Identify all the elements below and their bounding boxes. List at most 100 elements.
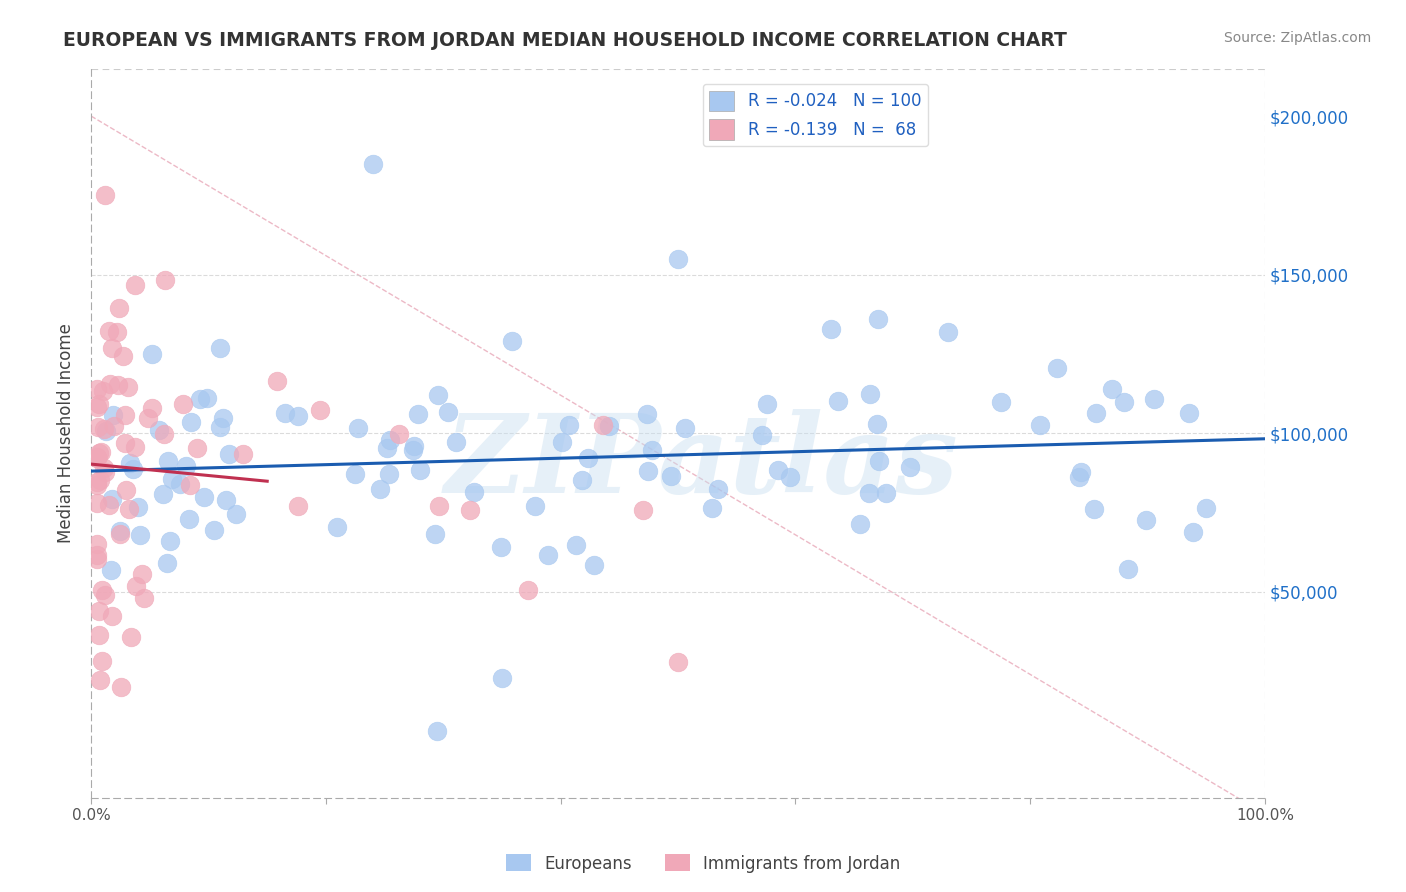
Point — [114, 408, 136, 422]
Point — [89, 397, 111, 411]
Point — [103, 418, 125, 433]
Point — [218, 446, 240, 460]
Point — [582, 558, 605, 573]
Point — [91, 384, 114, 398]
Point — [751, 427, 773, 442]
Point — [388, 426, 411, 441]
Point — [209, 420, 232, 434]
Point — [212, 411, 235, 425]
Point — [868, 454, 890, 468]
Point — [565, 538, 588, 552]
Point — [598, 418, 620, 433]
Point — [120, 630, 142, 644]
Point — [633, 503, 655, 517]
Point — [1135, 513, 1157, 527]
Point — [87, 420, 110, 434]
Point — [865, 417, 887, 431]
Point — [444, 434, 467, 449]
Point — [225, 507, 247, 521]
Point — [91, 654, 114, 668]
Point — [427, 499, 450, 513]
Point — [111, 349, 134, 363]
Point — [132, 591, 155, 606]
Point — [195, 391, 218, 405]
Point — [1085, 406, 1108, 420]
Point — [86, 496, 108, 510]
Point — [162, 472, 184, 486]
Point — [409, 463, 432, 477]
Point — [141, 347, 163, 361]
Point — [86, 475, 108, 489]
Point — [756, 397, 779, 411]
Point — [124, 277, 146, 292]
Point — [101, 492, 124, 507]
Point — [637, 464, 659, 478]
Point — [108, 524, 131, 538]
Point — [576, 451, 599, 466]
Point — [94, 188, 117, 202]
Point — [232, 446, 254, 460]
Point — [86, 382, 108, 396]
Point — [97, 498, 120, 512]
Point — [98, 324, 121, 338]
Point — [105, 325, 128, 339]
Point — [673, 420, 696, 434]
Point — [936, 325, 959, 339]
Point — [115, 483, 138, 498]
Point — [458, 503, 481, 517]
Point — [98, 377, 121, 392]
Point — [849, 517, 872, 532]
Point — [179, 512, 201, 526]
Point — [287, 499, 309, 513]
Point — [707, 482, 730, 496]
Point — [202, 523, 225, 537]
Point — [1070, 465, 1092, 479]
Point — [93, 461, 115, 475]
Point — [659, 469, 682, 483]
Point — [90, 582, 112, 597]
Point — [1178, 406, 1201, 420]
Point — [592, 417, 614, 432]
Point — [129, 528, 152, 542]
Point — [169, 477, 191, 491]
Point — [898, 459, 921, 474]
Point — [827, 394, 849, 409]
Point — [110, 527, 132, 541]
Point — [125, 578, 148, 592]
Point — [114, 435, 136, 450]
Point — [347, 421, 370, 435]
Point — [94, 424, 117, 438]
Point — [120, 456, 142, 470]
Point — [524, 499, 547, 513]
Point — [136, 411, 159, 425]
Point — [89, 673, 111, 687]
Point — [1029, 417, 1052, 432]
Legend: R = -0.024   N = 100, R = -0.139   N =  68: R = -0.024 N = 100, R = -0.139 N = 68 — [703, 84, 928, 146]
Point — [174, 459, 197, 474]
Point — [423, 527, 446, 541]
Point — [153, 273, 176, 287]
Point — [101, 341, 124, 355]
Point — [156, 556, 179, 570]
Point — [571, 473, 593, 487]
Y-axis label: Median Household Income: Median Household Income — [58, 324, 75, 543]
Point — [501, 334, 523, 348]
Point — [990, 394, 1012, 409]
Point — [118, 501, 141, 516]
Point — [402, 443, 425, 458]
Point — [156, 454, 179, 468]
Point — [188, 392, 211, 406]
Point — [326, 520, 349, 534]
Point — [641, 443, 664, 458]
Point — [117, 380, 139, 394]
Point — [179, 478, 201, 492]
Point — [89, 628, 111, 642]
Point — [537, 548, 560, 562]
Point — [107, 378, 129, 392]
Point — [766, 462, 789, 476]
Point — [378, 467, 401, 481]
Point — [148, 423, 170, 437]
Point — [172, 397, 194, 411]
Point — [100, 563, 122, 577]
Legend: Europeans, Immigrants from Jordan: Europeans, Immigrants from Jordan — [499, 847, 907, 880]
